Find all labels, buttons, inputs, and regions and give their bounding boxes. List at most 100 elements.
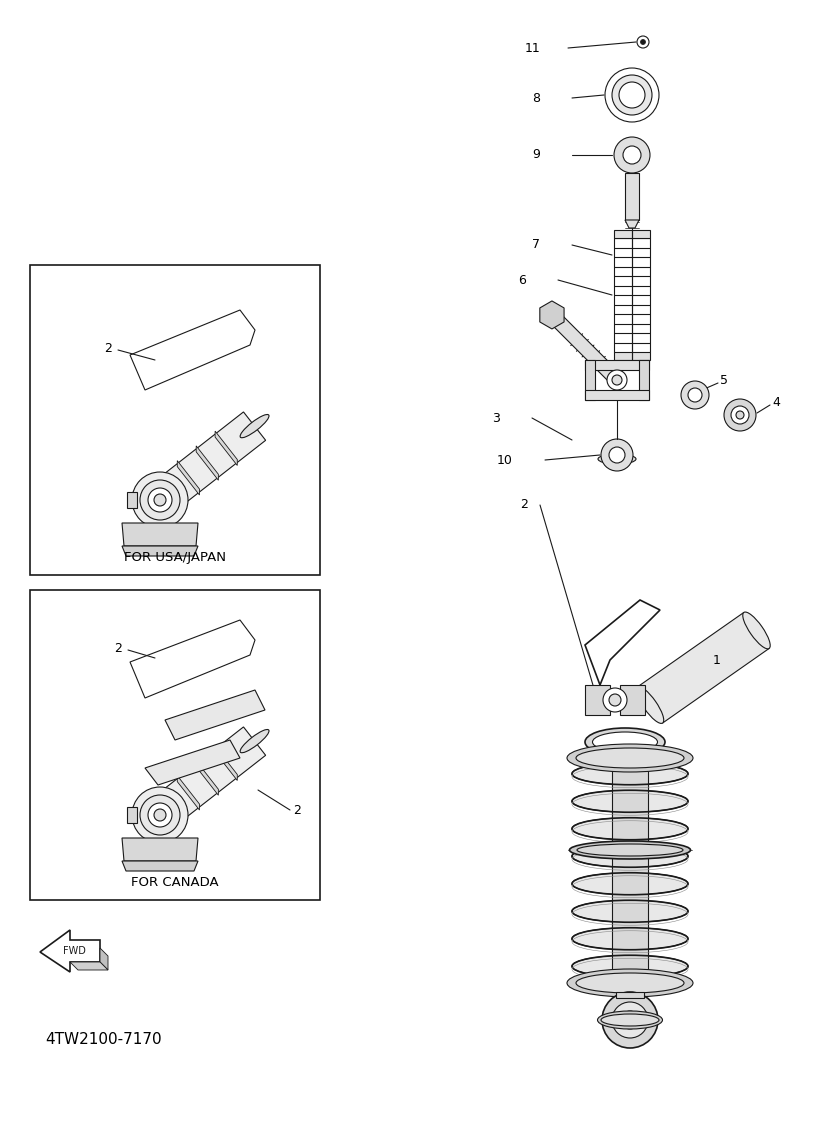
Circle shape <box>612 375 622 385</box>
Circle shape <box>148 803 172 827</box>
Ellipse shape <box>592 732 658 751</box>
Text: 1: 1 <box>713 653 721 667</box>
Polygon shape <box>620 685 645 715</box>
Circle shape <box>154 494 166 506</box>
Text: 4TW2100-7170: 4TW2100-7170 <box>45 1033 162 1048</box>
Circle shape <box>626 1016 634 1024</box>
Polygon shape <box>585 360 649 370</box>
Circle shape <box>681 381 709 409</box>
Ellipse shape <box>567 744 693 772</box>
Polygon shape <box>122 838 198 861</box>
Polygon shape <box>625 220 639 228</box>
Ellipse shape <box>636 687 664 723</box>
Polygon shape <box>149 412 266 514</box>
Circle shape <box>154 809 166 822</box>
Ellipse shape <box>572 928 688 949</box>
Text: FOR USA/JAPAN: FOR USA/JAPAN <box>124 550 226 564</box>
Polygon shape <box>614 353 650 360</box>
Polygon shape <box>585 360 595 400</box>
Circle shape <box>132 786 188 843</box>
Polygon shape <box>122 546 198 556</box>
Polygon shape <box>616 992 644 998</box>
Polygon shape <box>196 446 218 480</box>
Circle shape <box>601 438 633 471</box>
Text: 11: 11 <box>524 42 540 54</box>
Ellipse shape <box>576 748 684 768</box>
Ellipse shape <box>572 955 688 977</box>
Ellipse shape <box>577 844 683 857</box>
Ellipse shape <box>572 901 688 922</box>
Ellipse shape <box>598 454 636 464</box>
Circle shape <box>614 137 650 173</box>
Text: FOR CANADA: FOR CANADA <box>131 876 219 888</box>
Circle shape <box>140 796 180 835</box>
Circle shape <box>731 406 749 424</box>
Ellipse shape <box>572 872 688 895</box>
Circle shape <box>640 40 645 44</box>
Circle shape <box>612 75 652 115</box>
Polygon shape <box>638 612 769 723</box>
Circle shape <box>607 370 627 390</box>
Polygon shape <box>539 301 564 329</box>
Circle shape <box>605 68 659 122</box>
Text: 2: 2 <box>520 498 528 512</box>
Circle shape <box>609 694 621 706</box>
Bar <box>30 590 320 899</box>
Text: 8: 8 <box>532 92 540 104</box>
Ellipse shape <box>597 1011 663 1029</box>
Polygon shape <box>215 432 237 466</box>
Ellipse shape <box>240 730 269 753</box>
Ellipse shape <box>240 415 269 437</box>
Polygon shape <box>177 461 200 495</box>
Polygon shape <box>196 760 218 796</box>
Bar <box>30 266 320 575</box>
Text: 6: 6 <box>519 273 526 287</box>
Circle shape <box>724 399 756 431</box>
Polygon shape <box>40 930 100 972</box>
Polygon shape <box>625 173 639 220</box>
Circle shape <box>612 1002 648 1038</box>
Bar <box>612 755 648 985</box>
Circle shape <box>132 472 188 528</box>
Circle shape <box>623 146 641 164</box>
Polygon shape <box>165 690 265 740</box>
Circle shape <box>736 411 744 419</box>
Ellipse shape <box>601 1014 659 1026</box>
Ellipse shape <box>570 841 690 859</box>
Text: 5: 5 <box>720 374 728 388</box>
Text: 2: 2 <box>293 803 301 817</box>
Text: 10: 10 <box>498 453 513 467</box>
Text: 7: 7 <box>532 238 540 252</box>
Circle shape <box>688 388 702 402</box>
Polygon shape <box>177 775 200 810</box>
Text: 2: 2 <box>114 642 122 654</box>
Circle shape <box>140 480 180 520</box>
Circle shape <box>148 488 172 512</box>
Polygon shape <box>127 492 137 508</box>
Circle shape <box>637 36 649 47</box>
Ellipse shape <box>572 763 688 784</box>
Polygon shape <box>145 740 240 785</box>
Ellipse shape <box>572 818 688 840</box>
Polygon shape <box>70 962 108 970</box>
Ellipse shape <box>576 973 684 993</box>
Circle shape <box>619 82 645 108</box>
Polygon shape <box>149 727 266 829</box>
Polygon shape <box>585 390 649 400</box>
Circle shape <box>621 1011 639 1029</box>
Polygon shape <box>100 948 108 970</box>
Polygon shape <box>215 746 237 781</box>
Polygon shape <box>614 231 650 238</box>
Ellipse shape <box>567 970 693 997</box>
Ellipse shape <box>572 845 688 867</box>
Text: FWD: FWD <box>63 946 86 956</box>
Ellipse shape <box>572 790 688 812</box>
Polygon shape <box>127 807 137 823</box>
Polygon shape <box>122 861 198 871</box>
Polygon shape <box>541 304 622 385</box>
Polygon shape <box>585 685 610 715</box>
Ellipse shape <box>585 728 665 756</box>
Ellipse shape <box>743 612 770 649</box>
Circle shape <box>603 688 627 712</box>
Text: 3: 3 <box>492 411 500 425</box>
